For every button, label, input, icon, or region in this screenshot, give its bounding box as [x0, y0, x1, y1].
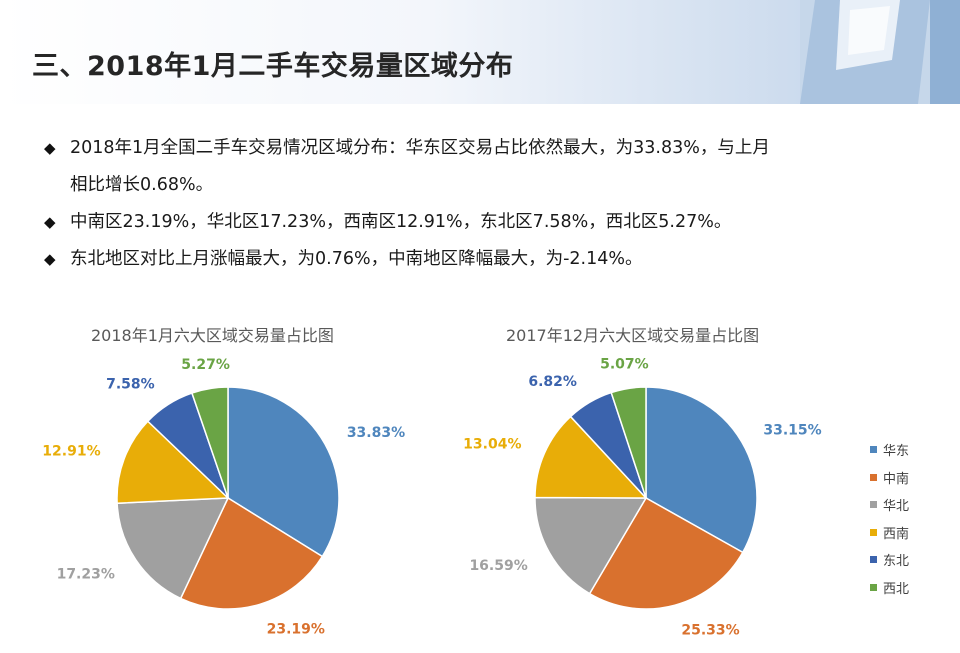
pie-slice — [116, 420, 230, 505]
pie-slice — [190, 386, 229, 499]
bullet-text-continued: 相比增长0.68%。 — [70, 175, 214, 195]
header-decoration-image — [800, 0, 960, 104]
data-label: 5.27% — [181, 357, 230, 373]
legend-swatch — [870, 583, 877, 591]
data-label: 7.58% — [106, 376, 155, 392]
bullet-list: ◆ 2018年1月全国二手车交易情况区域分布：华东区交易占比依然最大，为33.8… — [44, 130, 924, 278]
data-label: 5.07% — [600, 357, 649, 373]
data-label: 12.91% — [42, 443, 100, 459]
legend-swatch — [870, 446, 877, 454]
bullet-item: ◆ 中南区23.19%，华北区17.23%，西南区12.91%，东北区7.58%… — [44, 204, 924, 241]
data-label: 23.19% — [267, 621, 325, 637]
data-label: 33.15% — [763, 422, 821, 438]
legend-swatch — [870, 473, 877, 481]
data-label: 25.33% — [681, 622, 739, 638]
chart-title-2018-01: 2018年1月六大区域交易量占比图 — [91, 326, 334, 345]
data-label: 33.83% — [347, 425, 405, 441]
bullet-text: 东北地区对比上月涨幅最大，为0.76%，中南地区降幅最大，为-2.14%。 — [70, 249, 643, 269]
data-label: 13.04% — [463, 436, 521, 452]
pie-slice — [534, 496, 648, 595]
legend-label: 华北 — [883, 499, 910, 515]
legend-swatch — [870, 528, 877, 536]
pie-slice — [610, 386, 647, 499]
legend-label: 华东 — [883, 444, 910, 460]
pie-slice — [179, 496, 324, 610]
bullet-item: ◆ 2018年1月全国二手车交易情况区域分布：华东区交易占比依然最大，为33.8… — [44, 130, 924, 204]
chart-title-2017-12: 2017年12月六大区域交易量占比图 — [506, 326, 760, 345]
legend-item: 西北 — [870, 574, 909, 602]
pie-slice — [645, 386, 758, 554]
data-label: 17.23% — [57, 567, 115, 583]
page-title: 三、2018年1月二手车交易量区域分布 — [32, 51, 514, 82]
data-label: 16.59% — [469, 558, 527, 574]
header-banner: 三、2018年1月二手车交易量区域分布 — [0, 0, 960, 104]
legend-label: 中南 — [883, 471, 910, 487]
diamond-bullet-icon: ◆ — [44, 250, 56, 268]
pie-slice — [588, 496, 744, 610]
data-label: 6.82% — [528, 374, 577, 390]
pie-slice — [534, 415, 648, 499]
legend: 华东 中南 华北 西南 东北 西北 — [870, 436, 909, 601]
legend-swatch — [870, 556, 877, 564]
bullet-text: 中南区23.19%，华北区17.23%，西南区12.91%，东北区7.58%，西… — [70, 212, 732, 232]
diamond-bullet-icon: ◆ — [44, 213, 56, 231]
bullet-item: ◆ 东北地区对比上月涨幅最大，为0.76%，中南地区降幅最大，为-2.14%。 — [44, 241, 924, 278]
legend-item: 中南 — [870, 464, 909, 492]
pie-slice — [227, 386, 340, 558]
legend-item: 西南 — [870, 519, 909, 547]
legend-label: 西北 — [883, 581, 910, 597]
pie-slice — [116, 497, 230, 600]
legend-item: 华东 — [870, 436, 909, 464]
legend-item: 华北 — [870, 491, 909, 519]
diamond-bullet-icon: ◆ — [44, 139, 56, 157]
bullet-text: 2018年1月全国二手车交易情况区域分布：华东区交易占比依然最大，为33.83%… — [70, 138, 770, 158]
legend-swatch — [870, 501, 877, 509]
legend-item: 东北 — [870, 546, 909, 574]
legend-label: 西南 — [883, 526, 910, 542]
legend-label: 东北 — [883, 554, 910, 570]
